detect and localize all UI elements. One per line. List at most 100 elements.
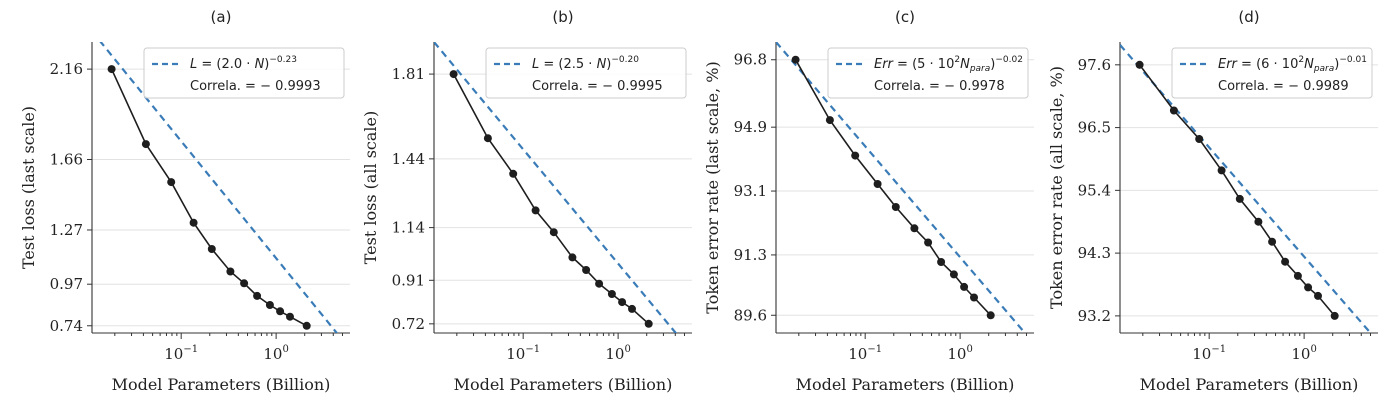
data-point [1169, 106, 1178, 115]
data-point [937, 258, 946, 266]
data-point [986, 311, 995, 320]
data-point [1235, 194, 1244, 203]
data-point [644, 319, 653, 328]
data-point [226, 267, 235, 276]
x-tick-label: 100 [1291, 344, 1316, 363]
data-point [791, 55, 800, 64]
data-point [531, 206, 540, 215]
data-point [607, 290, 616, 298]
x-axis-label: Model Parameters (Billion) [796, 375, 1015, 394]
legend-fit-label: Err = (6 · 102Npara)−0.01 [1218, 55, 1367, 74]
legend-correlation-label: Correla. = − 0.9978 [874, 79, 1005, 94]
fit-line [1120, 44, 1372, 333]
data-point [1281, 257, 1290, 266]
legend-correlation-label: Correla. = − 0.9993 [190, 79, 321, 94]
legend-fit-label: Err = (5 · 102Npara)−0.02 [874, 55, 1023, 74]
y-tick-label: 96.8 [734, 51, 767, 69]
y-tick-label: 0.97 [50, 275, 83, 293]
data-point [107, 65, 116, 74]
y-axis-label: Token error rate (all scale, %) [1047, 66, 1066, 309]
panel-title: (c) [895, 8, 915, 26]
y-tick-label: 1.14 [392, 219, 425, 237]
data-point [483, 134, 492, 143]
legend-box [827, 47, 1029, 99]
x-tick-label: 10−1 [164, 344, 198, 363]
x-tick-label: 10−1 [506, 344, 540, 363]
data-point [1217, 166, 1226, 175]
data-point [1330, 311, 1339, 320]
data-point [1135, 60, 1144, 69]
plot-area [1120, 44, 1372, 333]
x-tick-label: 100 [947, 344, 972, 363]
fit-line [776, 42, 1027, 333]
fit-line [99, 42, 339, 333]
x-tick-label: 10−1 [848, 344, 882, 363]
y-tick-label: 2.16 [50, 60, 83, 78]
data-point [568, 253, 577, 262]
y-axis-label: Test loss (last scale) [19, 106, 38, 269]
legend-box [143, 47, 345, 99]
data-point [240, 279, 249, 288]
data-point [924, 238, 933, 247]
data-point [960, 282, 969, 291]
data-point [825, 116, 834, 125]
panel-title: (a) [211, 8, 232, 26]
data-point [582, 266, 591, 274]
x-axis-label: Model Parameters (Billion) [112, 375, 331, 394]
y-tick-label: 1.44 [392, 150, 425, 168]
y-tick-label: 0.74 [50, 317, 83, 335]
data-point [253, 291, 262, 300]
data-point [1195, 135, 1204, 143]
plot-area [434, 42, 678, 333]
data-point [549, 228, 558, 237]
legend-fit-label: L = (2.0 · N)−0.23 [190, 55, 297, 72]
y-tick-label: 95.4 [1078, 181, 1111, 199]
panel-title: (b) [552, 8, 573, 26]
y-axis-label: Token error rate (last scale, %) [703, 61, 722, 313]
data-point [910, 224, 919, 233]
y-tick-label: 96.5 [1078, 119, 1111, 137]
data-point [286, 312, 294, 321]
fit-line [434, 42, 678, 333]
y-tick-label: 0.91 [392, 271, 425, 289]
data-point [509, 169, 518, 178]
data-point [891, 203, 900, 211]
data-line [110, 68, 308, 327]
data-point [1314, 291, 1322, 300]
y-tick-label: 91.3 [734, 246, 767, 264]
y-tick-label: 93.2 [1078, 307, 1111, 325]
y-axis-label: Test loss (all scale) [361, 111, 380, 265]
data-point [1268, 237, 1277, 246]
panel-a: 0.74 0.97 1.27 1.66 2.16 10−1 100 (a) Model Para… [19, 8, 350, 394]
data-point [949, 270, 958, 279]
x-tick-label: 100 [263, 344, 288, 363]
panel-b: 0.72 0.91 1.14 1.44 1.81 10−1 100 (b) Model Para… [361, 8, 692, 394]
data-point [1293, 271, 1302, 280]
data-point [628, 304, 636, 313]
legend-box [1171, 47, 1373, 99]
data-point [207, 245, 216, 253]
data-point [276, 307, 285, 316]
data-point [1304, 283, 1313, 292]
data-point [618, 298, 627, 307]
y-tick-label: 94.9 [734, 118, 767, 136]
y-tick-label: 93.1 [734, 182, 767, 200]
data-point [302, 321, 311, 330]
data-point [1254, 217, 1263, 226]
data-point [851, 151, 860, 160]
y-tick-label: 1.27 [50, 221, 83, 239]
data-point [449, 70, 458, 79]
plot-area [776, 42, 1027, 333]
y-tick-label: 97.6 [1078, 56, 1111, 74]
data-point [265, 301, 274, 309]
legend-box [485, 47, 687, 99]
y-tick-label: 94.3 [1078, 244, 1111, 262]
data-point [873, 180, 882, 188]
x-axis-label: Model Parameters (Billion) [454, 375, 673, 394]
data-point [970, 293, 978, 302]
x-tick-label: 10−1 [1192, 344, 1226, 363]
plot-area [99, 42, 339, 333]
data-point [141, 140, 150, 149]
panel-d: 93.2 94.3 95.4 96.5 97.6 10−1 100 (d) Model Para… [1047, 8, 1378, 394]
